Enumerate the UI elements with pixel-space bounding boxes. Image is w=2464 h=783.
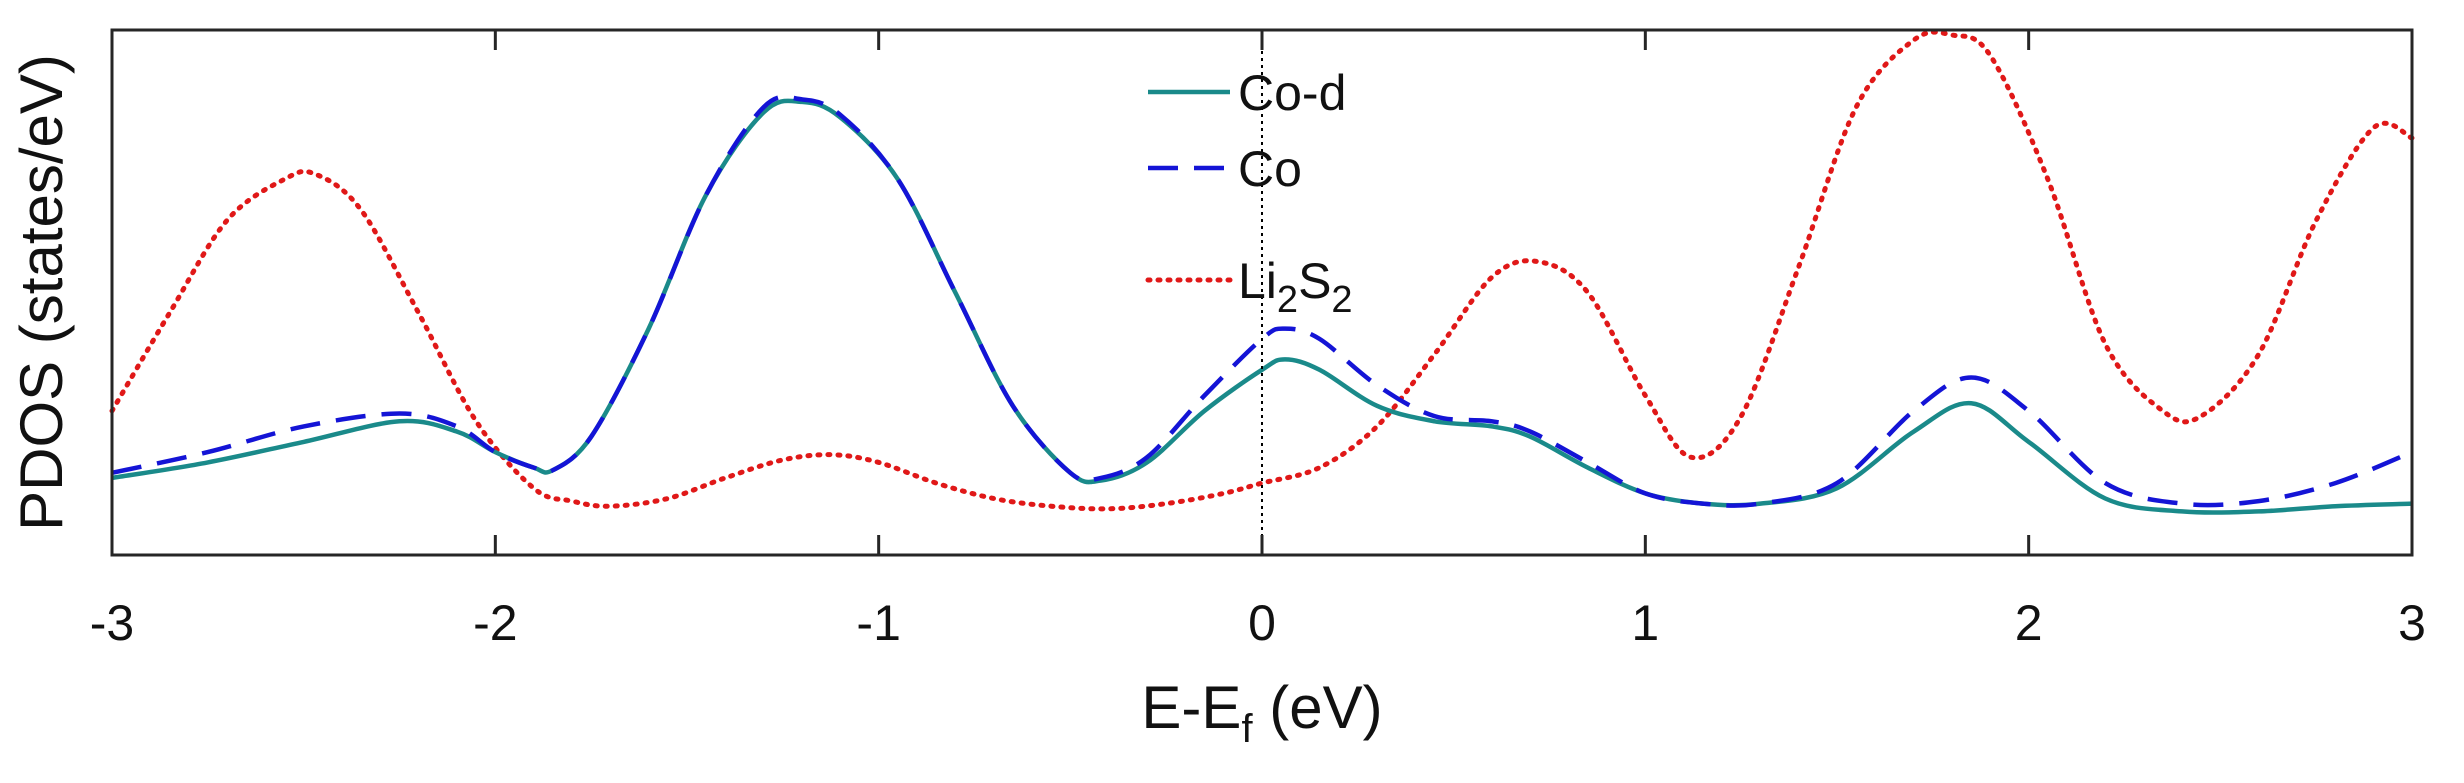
x-tick-label: 0 xyxy=(1248,595,1276,651)
series-line-li2s2 xyxy=(109,29,2415,512)
y-axis-title: PDOS (states/eV) xyxy=(8,54,75,531)
legend-label-co-d: Co-d xyxy=(1238,65,1346,121)
series-line-co xyxy=(111,94,2413,508)
x-axis-title-subscript: f xyxy=(1241,707,1253,751)
x-axis-title: E-Ef (eV) xyxy=(1141,674,1382,751)
series-layer xyxy=(109,29,2415,515)
x-tick-label: 2 xyxy=(2015,595,2043,651)
x-axis-title-suffix: (eV) xyxy=(1253,674,1383,741)
x-axis-title-main: E-E xyxy=(1141,674,1241,741)
x-axis-ticks: -3 -2 -1 0 1 2 3 xyxy=(90,30,2426,651)
legend: Co-d Co Li2S2 xyxy=(1145,65,1353,321)
legend-label-li2s2: Li2S2 xyxy=(1238,253,1353,321)
x-tick-label: 3 xyxy=(2398,595,2426,651)
x-tick-label: -2 xyxy=(473,595,517,651)
x-tick-label: -3 xyxy=(90,595,134,651)
series-line-co-d xyxy=(111,98,2413,515)
legend-label-co: Co xyxy=(1238,141,1302,197)
x-tick-label: -1 xyxy=(856,595,900,651)
x-tick-label: 1 xyxy=(1631,595,1659,651)
